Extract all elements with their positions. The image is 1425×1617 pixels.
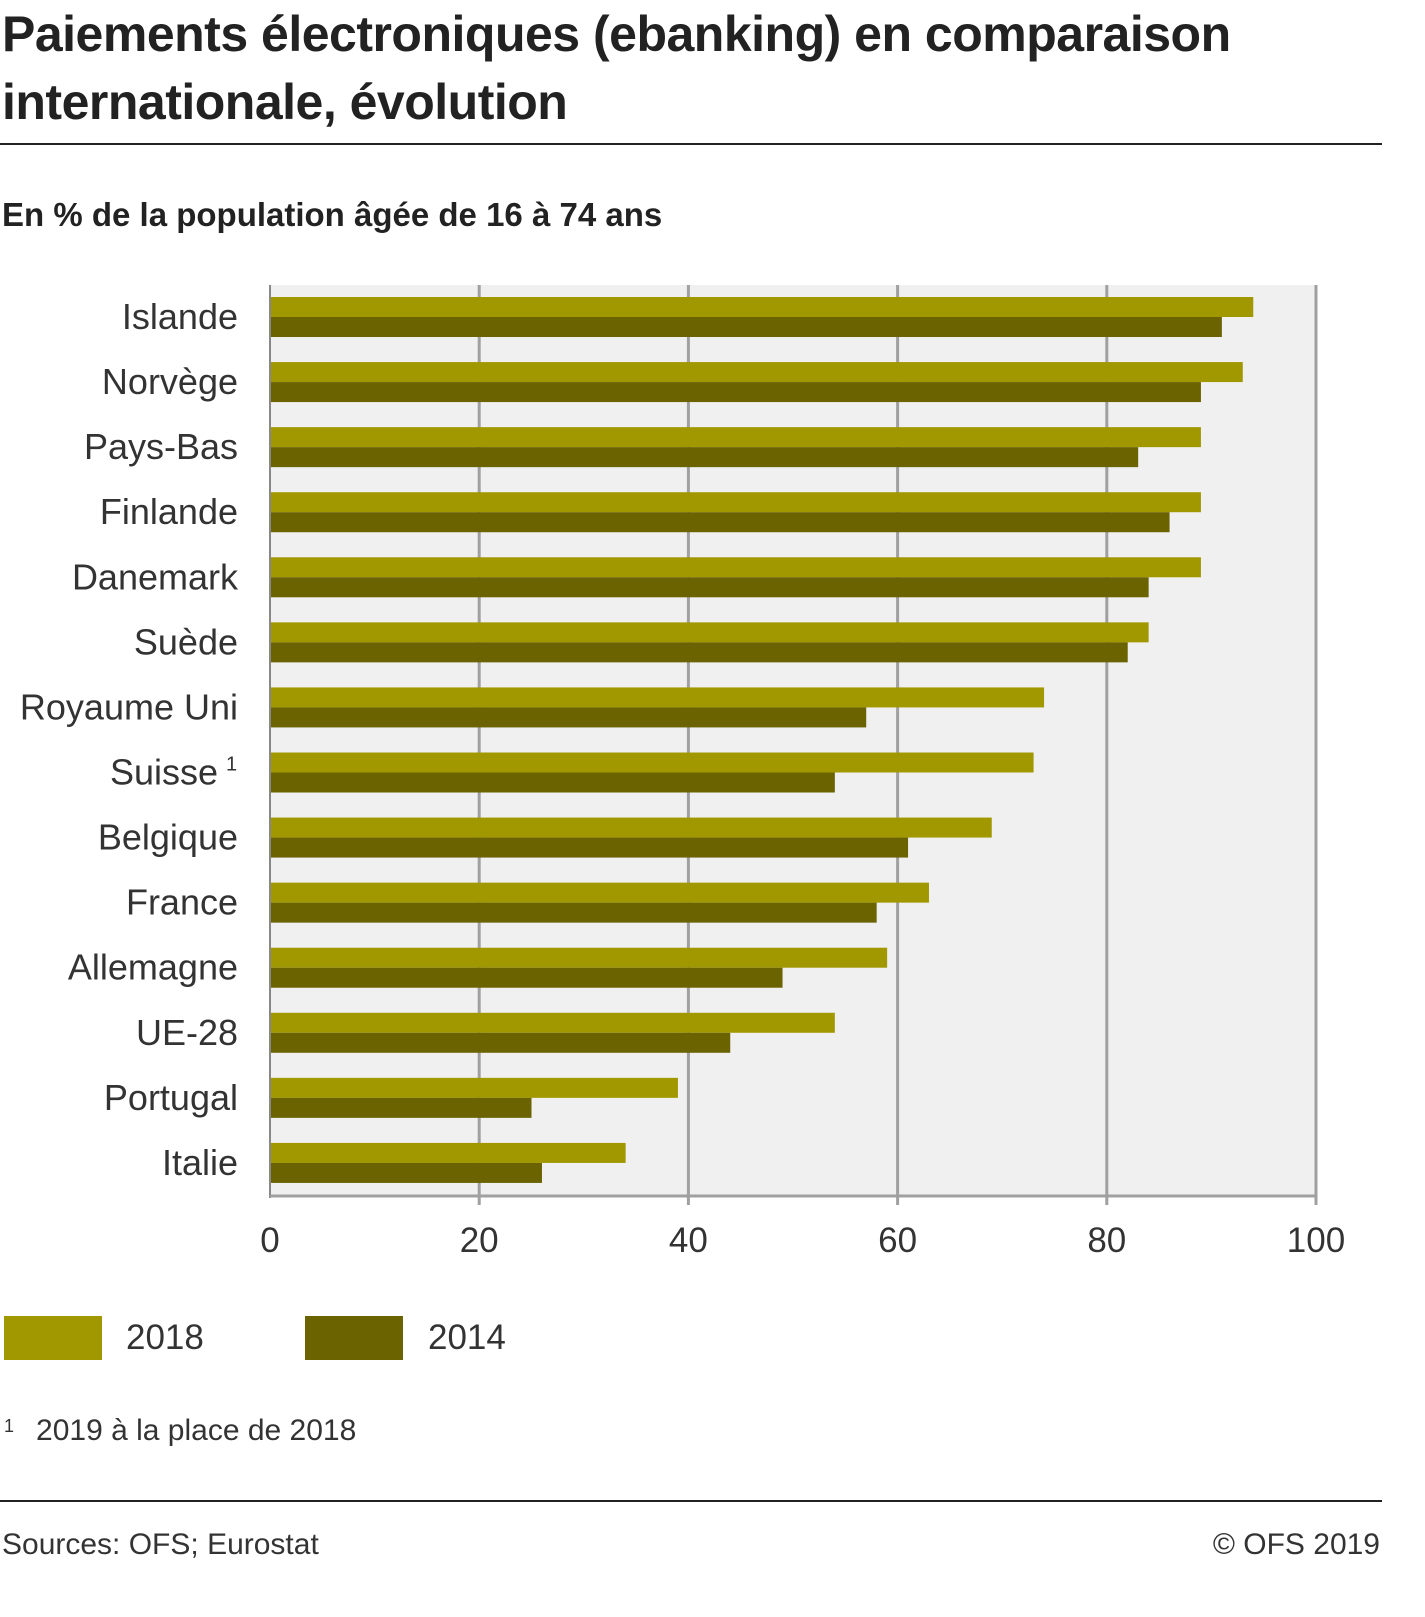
bar-chart: Islande Norvège Pays-Bas Finlande Danemark Su… [20,285,1345,1260]
bar-belgique-2018 [270,817,992,838]
x-tick-label: 80 [1087,1221,1126,1260]
bar-portugal-2018 [270,1077,678,1098]
category-label-royaume-uni: Royaume Uni [20,686,238,727]
bar-allemagne-2014 [270,967,783,988]
category-label-portugal: Portugal [104,1077,238,1118]
category-label-pays-bas: Pays-Bas [84,426,238,467]
bar-france-2014 [270,902,877,923]
bar-islande-2014 [270,317,1222,337]
bar-ue-28-2018 [270,1012,835,1033]
x-tick-label: 20 [460,1221,499,1260]
legend-label-2014: 2014 [428,1318,506,1357]
bar-norvege-2014 [270,382,1201,403]
legend: 2018 2014 [0,1316,700,1366]
title-divider [0,143,1382,145]
bar-suisse-2014 [270,772,835,793]
bar-portugal-2014 [270,1097,532,1118]
bar-allemagne-2018 [270,947,888,968]
category-labels: Islande Norvège Pays-Bas Finlande Danemark Su… [20,296,239,1183]
bar-ue-28-2014 [270,1032,731,1053]
bar-pays-bas-2014 [270,447,1139,468]
category-label-suisse: Suisse [110,752,218,793]
category-label-allemagne: Allemagne [68,947,238,988]
bars [270,297,1254,1183]
copyright: © OFS 2019 [1212,1528,1380,1561]
x-tick-label: 0 [260,1221,279,1260]
bar-italie-2014 [270,1162,542,1183]
bar-finlande-2014 [270,512,1170,533]
bar-islande-2018 [270,297,1254,317]
bar-danemark-2014 [270,577,1149,598]
footnote: 1 2019 à la place de 2018 [4,1414,356,1448]
category-footnote-marker: 1 [226,754,237,776]
plot-area [270,285,1316,1196]
category-label-ue-28: UE-28 [136,1012,238,1053]
bar-suisse-2018 [270,752,1034,773]
bar-finlande-2018 [270,492,1201,513]
legend-swatch-2018 [4,1316,102,1360]
chart-subtitle: En % de la population âgée de 16 à 74 an… [2,196,663,233]
x-tick-label: 60 [878,1221,917,1260]
footnote-marker: 1 [4,1416,15,1436]
legend-label-2018: 2018 [126,1318,204,1357]
bar-royaume-uni-2014 [270,707,867,728]
category-label-france: France [126,882,238,923]
x-tick-label: 40 [669,1221,708,1260]
source-note: Sources: OFS; Eurostat [2,1528,319,1561]
footnote-text: 2019 à la place de 2018 [36,1414,357,1447]
category-label-norvege: Norvège [102,361,238,402]
bar-france-2018 [270,882,929,903]
category-label-danemark: Danemark [72,556,239,597]
legend-swatch-2014 [305,1316,403,1360]
footer-divider [0,1500,1382,1502]
bar-belgique-2014 [270,837,909,858]
bar-danemark-2018 [270,557,1201,578]
chart-title: Paiements électroniques (ebanking) en co… [2,6,1231,130]
category-label-italie: Italie [162,1142,238,1183]
bar-italie-2018 [270,1142,626,1163]
bar-suede-2018 [270,622,1149,643]
x-tick-label: 100 [1287,1221,1345,1260]
bar-norvege-2018 [270,362,1243,383]
bar-suede-2014 [270,642,1128,663]
bar-pays-bas-2018 [270,427,1201,448]
category-label-suede: Suède [134,621,238,662]
x-tick-labels: 0 20 40 60 80 100 [260,1221,1345,1260]
category-label-belgique: Belgique [98,817,238,858]
category-label-finlande: Finlande [100,491,238,532]
category-label-islande: Islande [122,296,238,337]
bar-royaume-uni-2018 [270,687,1045,708]
